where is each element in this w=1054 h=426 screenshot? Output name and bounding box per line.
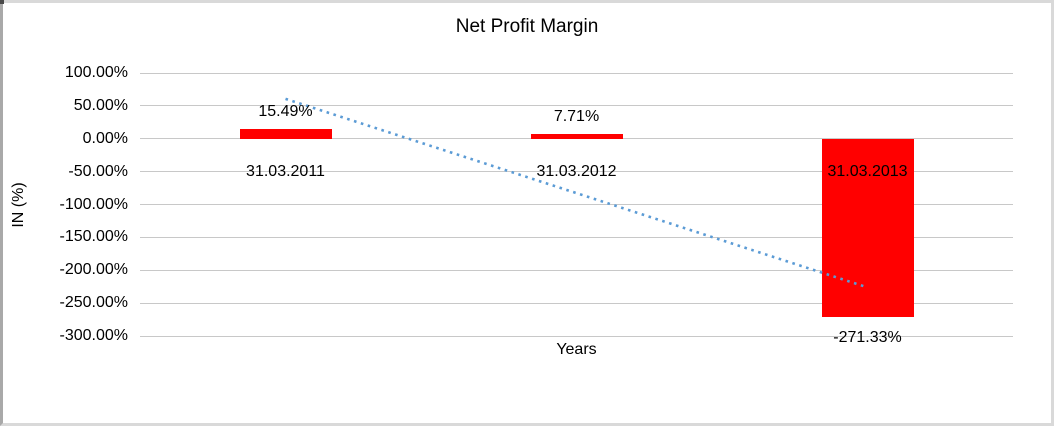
gridline [140, 105, 1013, 107]
gridline [140, 204, 1013, 205]
category-label: 31.03.2012 [536, 162, 617, 180]
y-axis-tick-label: 0.00% [82, 129, 128, 147]
gridline [140, 269, 1013, 271]
y-axis-tick-label: -300.00% [59, 327, 129, 344]
y-axis-tick-label: -200.00% [59, 261, 129, 279]
y-axis-tick-label: -50.00% [68, 162, 128, 180]
gridline [140, 335, 1013, 337]
y-axis-tick-label: -100.00% [59, 195, 129, 213]
bar-31.03.2012 [530, 133, 623, 139]
y-axis-title-text: IN (%) [10, 182, 27, 228]
trendline-segment [285, 97, 868, 289]
bar-31.03.2011 [239, 128, 332, 139]
gridline [140, 138, 1013, 140]
gridline [140, 302, 1013, 304]
y-axis-tick-label: -150.00% [59, 228, 129, 246]
x-axis-title: Years [556, 341, 597, 358]
chart-title: Net Profit Margin [455, 16, 599, 37]
y-axis-tick-label: 50.00% [73, 96, 128, 114]
chart-frame-corner [0, 0, 4, 4]
y-axis-tick-label: 100.00% [64, 64, 128, 81]
gridline [140, 171, 1013, 173]
data-label: -271.33% [833, 329, 902, 347]
gridline [140, 72, 1013, 74]
category-label: 31.03.2013 [827, 162, 908, 180]
data-label: 7.71% [553, 107, 600, 125]
gridline [140, 236, 1013, 238]
data-label: 15.49% [258, 102, 313, 120]
bar-31.03.2013 [821, 138, 914, 318]
y-axis-tick-label: -250.00% [59, 294, 129, 312]
category-label: 31.03.2011 [246, 162, 325, 180]
